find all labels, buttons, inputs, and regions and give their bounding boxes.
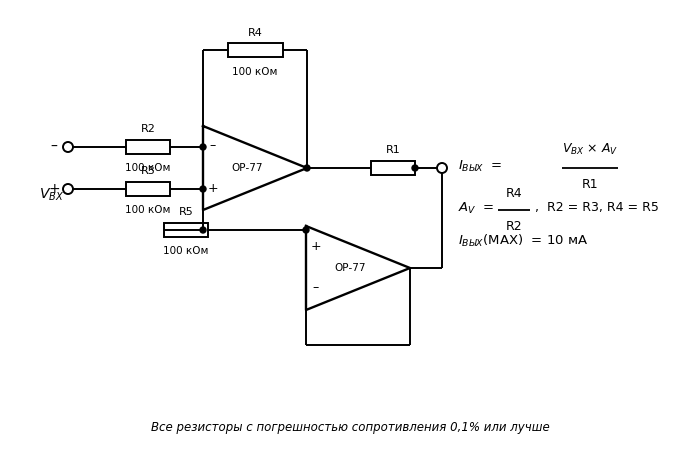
Circle shape bbox=[304, 165, 310, 171]
Text: $A_V$  =: $A_V$ = bbox=[458, 200, 494, 216]
Text: 100 кОм: 100 кОм bbox=[125, 205, 171, 215]
Text: $V_{BX}$ × $A_V$: $V_{BX}$ × $A_V$ bbox=[562, 142, 618, 157]
Bar bbox=[228, 43, 283, 57]
Text: +: + bbox=[311, 239, 321, 252]
Text: R1: R1 bbox=[386, 145, 400, 155]
Text: $I_{ВЫХ}$(MAX)  = 10 мА: $I_{ВЫХ}$(MAX) = 10 мА bbox=[458, 233, 588, 249]
Text: R4: R4 bbox=[248, 28, 262, 38]
Text: 100 кОм: 100 кОм bbox=[163, 246, 209, 256]
Text: R5: R5 bbox=[178, 207, 193, 217]
Text: ОР-77: ОР-77 bbox=[335, 263, 365, 273]
Circle shape bbox=[200, 144, 206, 150]
Circle shape bbox=[303, 227, 309, 233]
Bar bbox=[164, 223, 208, 237]
Text: $I_{ВЫХ}$  =: $I_{ВЫХ}$ = bbox=[458, 158, 503, 174]
Text: ОР-77: ОР-77 bbox=[231, 163, 262, 173]
Text: –: – bbox=[313, 282, 319, 294]
Text: R2: R2 bbox=[141, 124, 155, 134]
Text: +: + bbox=[48, 182, 60, 196]
Text: ,  R2 = R3, R4 = R5: , R2 = R3, R4 = R5 bbox=[535, 202, 659, 215]
Text: R1: R1 bbox=[582, 178, 598, 191]
Text: –: – bbox=[50, 140, 57, 154]
Text: R4: R4 bbox=[505, 187, 522, 200]
Circle shape bbox=[412, 165, 418, 171]
Text: $V_{BX}$: $V_{BX}$ bbox=[39, 187, 64, 203]
Text: +: + bbox=[208, 181, 218, 194]
Bar bbox=[371, 161, 415, 175]
Text: 100 кОм: 100 кОм bbox=[125, 163, 171, 173]
Circle shape bbox=[200, 227, 206, 233]
Text: R3: R3 bbox=[141, 166, 155, 176]
Bar bbox=[126, 140, 170, 154]
Circle shape bbox=[200, 186, 206, 192]
Text: –: – bbox=[210, 140, 216, 153]
Text: Все резисторы с погрешностью сопротивления 0,1% или лучше: Все резисторы с погрешностью сопротивлен… bbox=[150, 422, 550, 435]
Bar bbox=[126, 182, 170, 196]
Text: 100 кОм: 100 кОм bbox=[232, 67, 278, 77]
Text: R2: R2 bbox=[505, 220, 522, 233]
